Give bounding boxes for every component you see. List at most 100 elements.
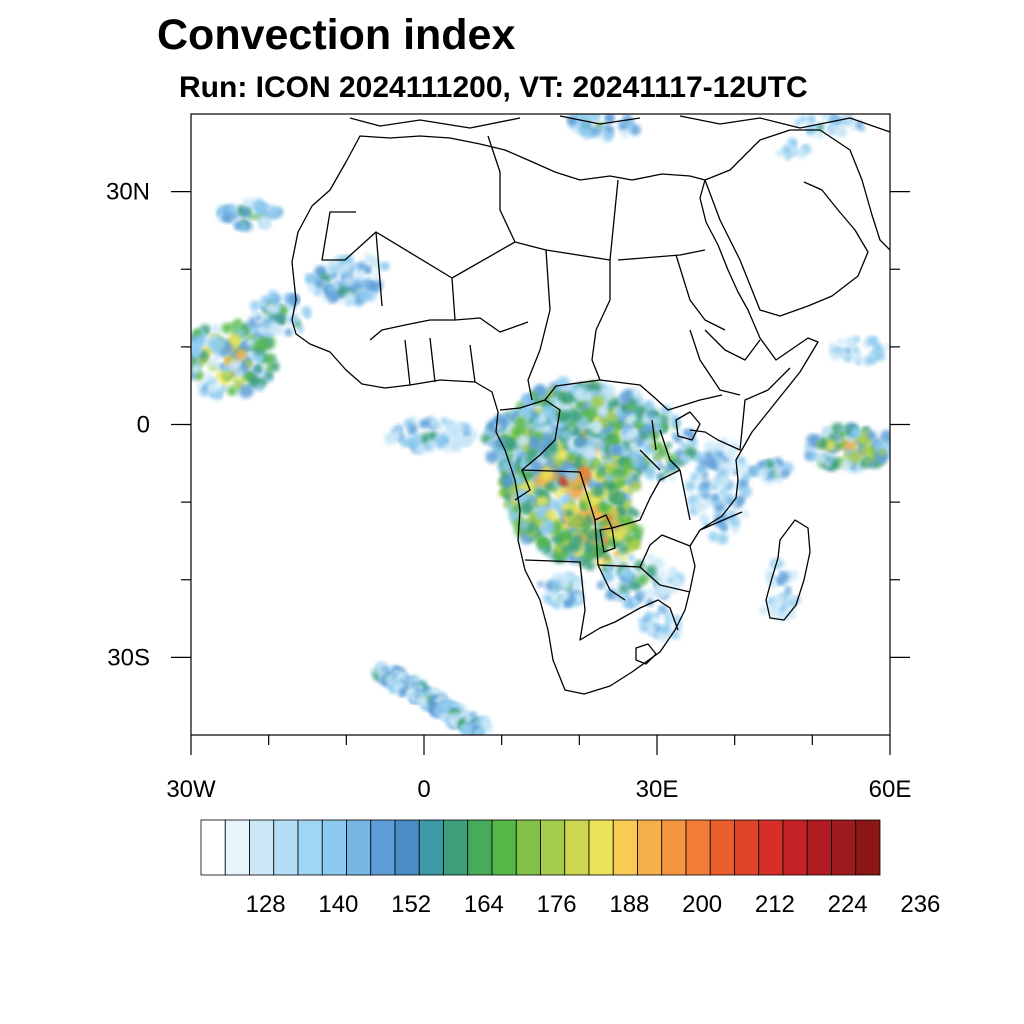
convection-cell <box>227 386 237 396</box>
convection-cell <box>248 213 255 220</box>
convection-cell <box>304 312 311 319</box>
convection-cell <box>736 494 746 504</box>
colorbar-swatch <box>709 819 735 876</box>
convection-cell <box>551 586 561 596</box>
convection-cell <box>633 446 640 453</box>
convection-cell <box>643 422 652 431</box>
convection-cell <box>275 314 286 325</box>
convection-cell <box>560 430 570 440</box>
colorbar-swatch <box>443 819 469 876</box>
convection-cell <box>561 544 571 554</box>
convection-cell <box>626 517 633 524</box>
convection-cell <box>625 534 633 543</box>
convection-field <box>191 114 890 735</box>
convection-cell <box>638 462 647 471</box>
convection-cell <box>559 578 572 591</box>
convection-cell <box>572 593 584 604</box>
arabia <box>704 129 890 317</box>
convection-cell <box>455 422 465 432</box>
convection-cell <box>627 554 635 562</box>
convection-cell <box>502 501 510 508</box>
convection-cell <box>887 438 890 448</box>
convection-cell <box>595 536 603 544</box>
convection-cell <box>669 566 677 573</box>
convection-cell <box>631 525 644 537</box>
convection-cell <box>191 357 194 365</box>
colorbar-swatch <box>661 819 687 876</box>
convection-cell <box>213 352 221 360</box>
convection-cell <box>357 261 367 271</box>
convection-cell <box>623 459 634 470</box>
convection-cell <box>622 569 635 581</box>
convection-cell <box>569 487 582 500</box>
convection-cell <box>656 417 663 424</box>
convection-cell <box>480 718 490 728</box>
convection-cell <box>407 682 414 690</box>
convection-cell <box>337 286 348 297</box>
convection-cell <box>587 381 601 395</box>
convection-cell <box>778 571 786 578</box>
convection-cell <box>192 328 203 339</box>
convection-cell <box>860 444 874 457</box>
convection-cell <box>596 470 605 479</box>
convection-cell <box>853 356 861 363</box>
lat-tick-label: 30S <box>107 644 150 671</box>
convection-cell <box>676 459 684 467</box>
convection-cell <box>432 423 439 430</box>
convection-cell <box>779 606 786 613</box>
convection-cell <box>583 428 590 436</box>
convection-cell <box>845 355 852 363</box>
convection-cell <box>279 306 288 315</box>
colorbar-tick-label: 152 <box>391 891 431 918</box>
convection-cell <box>418 698 427 707</box>
convection-cell <box>532 412 539 419</box>
convection-cell <box>572 425 582 435</box>
convection-cell <box>583 446 597 460</box>
convection-cell <box>207 381 220 394</box>
convection-cell <box>367 281 375 290</box>
convection-cell <box>558 529 571 541</box>
convection-cell <box>645 564 657 576</box>
convection-cell <box>604 114 614 123</box>
convection-cell <box>800 147 807 154</box>
axis-tick-labels: 30N 0 30S 30W 0 30E 60E <box>106 179 911 803</box>
convection-cell <box>327 284 335 292</box>
convection-cell <box>534 486 545 497</box>
convection-cell <box>859 126 866 133</box>
colorbar-tick-label: 164 <box>464 891 504 918</box>
convection-cell <box>605 590 616 601</box>
convection-cell <box>579 543 586 550</box>
convection-cell <box>596 581 606 590</box>
convection-cell <box>584 392 593 401</box>
convection-cell <box>564 467 579 481</box>
lat-tick-label: 0 <box>137 412 150 439</box>
convection-cell <box>428 439 435 447</box>
convection-cell <box>714 455 723 464</box>
colorbar-swatch <box>734 819 760 876</box>
convection-cell <box>535 495 549 509</box>
convection-cell <box>245 337 256 347</box>
convection-cell <box>413 433 422 442</box>
convection-cell <box>400 438 410 448</box>
convection-cell <box>520 521 529 530</box>
convection-cell <box>652 558 665 571</box>
convection-cell <box>646 553 655 563</box>
convection-cell <box>840 459 852 472</box>
convection-cell <box>559 485 568 494</box>
convection-cell <box>598 546 607 556</box>
convection-cell <box>196 381 205 389</box>
convection-cell <box>260 295 269 303</box>
convection-cell <box>610 435 620 445</box>
colorbar-swatch <box>418 819 444 876</box>
convection-cell <box>345 291 356 303</box>
convection-cell <box>703 499 712 508</box>
convection-cell <box>357 269 365 276</box>
convection-cell <box>208 357 219 369</box>
colorbar-swatch <box>782 819 808 876</box>
convection-cell <box>191 343 202 355</box>
convection-cell <box>561 523 570 532</box>
convection-cell <box>591 394 605 409</box>
convection-cell <box>362 289 375 302</box>
convection-cell <box>849 451 862 463</box>
convection-cell <box>708 531 719 542</box>
